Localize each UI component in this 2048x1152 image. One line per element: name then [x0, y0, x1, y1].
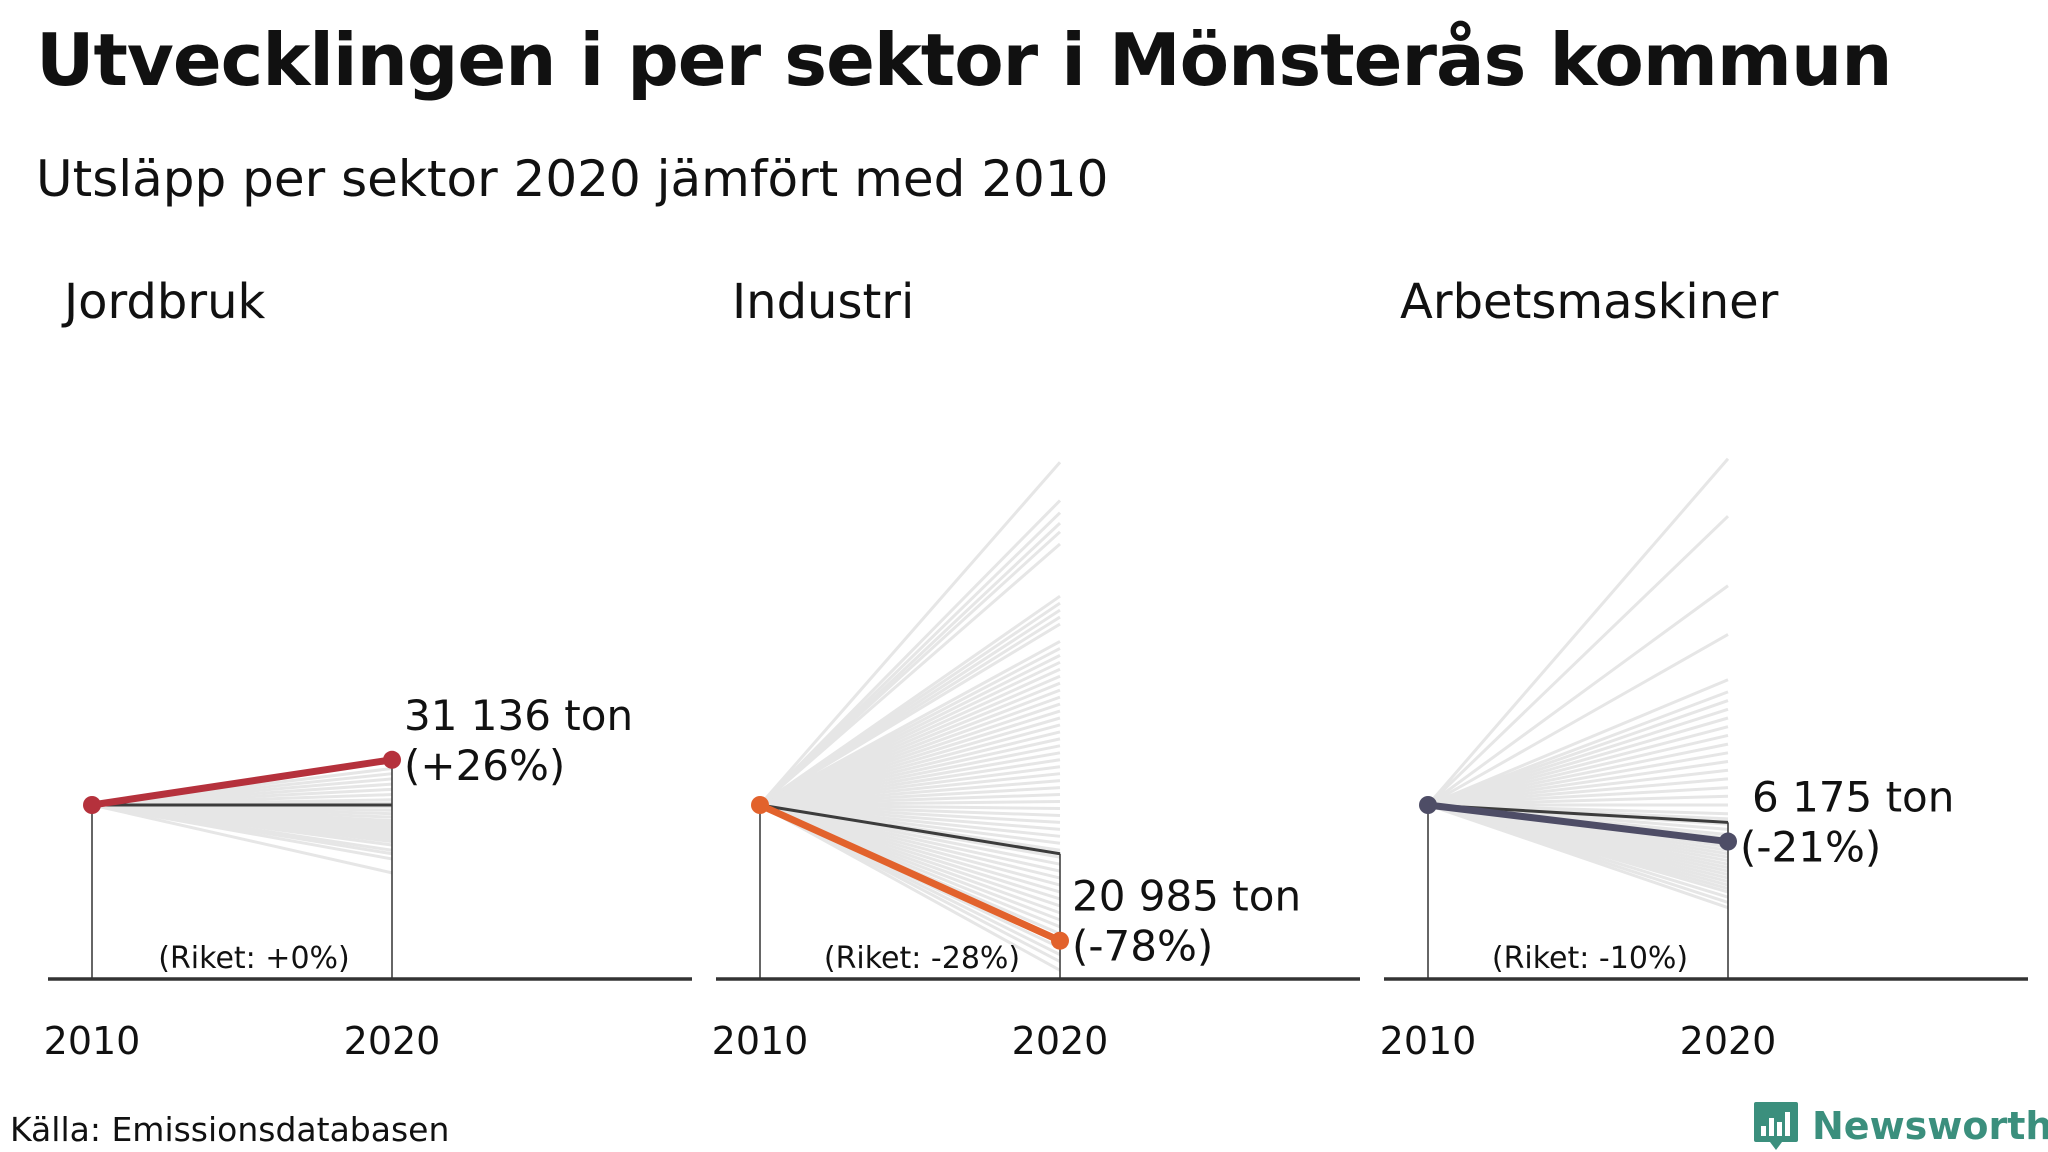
chart-subtitle: Utsläpp per sektor 2020 jämfört med 2010 [36, 150, 1109, 208]
context-line [759, 542, 1061, 807]
context-line [759, 803, 1061, 972]
highlight-point-2020 [383, 750, 401, 769]
context-line [91, 803, 393, 875]
highlight-point-2010 [751, 796, 769, 814]
context-line [1426, 515, 1730, 807]
chart-title: Utvecklingen i per sektor i Mönsterås ko… [36, 18, 1892, 102]
chart-panel-industri: Industri 20 985 ton(-78%) (Riket: -28%) 201… [712, 274, 1360, 1063]
riket-annotation: (Riket: -28%) [824, 941, 1020, 976]
highlight-point-2020 [1719, 832, 1737, 851]
x-tick-label: 2020 [1680, 1019, 1777, 1063]
riket-line [759, 803, 1061, 856]
context-line [758, 530, 1062, 807]
context-line [1427, 633, 1729, 807]
panel-title: Jordbruk [61, 274, 266, 330]
value-label-change: (-21%) [1740, 823, 1881, 872]
panel-title: Arbetsmaskiner [1400, 274, 1779, 330]
x-tick-label: 2020 [344, 1019, 441, 1063]
value-label-change: (+26%) [404, 741, 565, 790]
riket-annotation: (Riket: +0%) [158, 941, 349, 976]
panel-title: Industri [732, 274, 914, 330]
context-line [1427, 803, 1729, 910]
chart-panel-jordbruk: Jordbruk 31 136 ton(+26%) (Riket: +0%) 2010… [44, 274, 692, 1063]
highlight-line [88, 756, 396, 809]
newsworthy-logo-icon [1754, 1102, 1798, 1150]
context-line [759, 622, 1061, 807]
value-label-ton: 31 136 ton [404, 691, 633, 740]
context-line [91, 803, 393, 861]
highlight-line [756, 801, 1064, 945]
x-tick-label: 2010 [44, 1019, 141, 1063]
newsworthy-logo: Newsworthy [1752, 1100, 2048, 1152]
highlight-point-2010 [1419, 796, 1437, 814]
source-note: Källa: Emissionsdatabasen [10, 1110, 450, 1149]
value-label-ton: 20 985 ton [1072, 872, 1301, 921]
chart-panel-arbetsmaskiner: Arbetsmaskiner 6 175 ton(-21%) (Riket: -10… [1380, 274, 2028, 1063]
context-line [1427, 584, 1729, 807]
x-tick-label: 2020 [1012, 1019, 1109, 1063]
brand-name: Newsworthy [1812, 1104, 2048, 1148]
highlight-point-2010 [83, 796, 101, 814]
highlight-point-2020 [1051, 931, 1069, 950]
x-tick-label: 2010 [1380, 1019, 1477, 1063]
context-line [1427, 678, 1729, 807]
x-tick-label: 2010 [712, 1019, 809, 1063]
riket-annotation: (Riket: -10%) [1492, 941, 1688, 976]
highlight-line [1424, 801, 1732, 846]
context-line [1426, 457, 1730, 806]
value-label-change: (-78%) [1072, 922, 1213, 971]
context-line [758, 461, 1062, 806]
value-label-ton: 6 175 ton [1752, 773, 1954, 822]
